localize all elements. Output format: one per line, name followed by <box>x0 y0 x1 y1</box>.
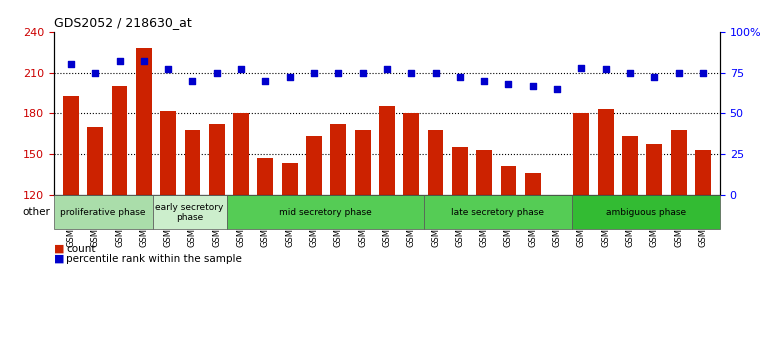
Point <box>113 58 126 64</box>
Bar <box>306 136 322 195</box>
Bar <box>209 124 225 195</box>
Bar <box>525 173 541 195</box>
Bar <box>403 113 419 195</box>
Point <box>478 78 490 84</box>
Point <box>65 62 77 67</box>
Point <box>624 70 636 75</box>
Point <box>551 86 563 92</box>
Bar <box>695 150 711 195</box>
Bar <box>500 166 517 195</box>
Bar <box>647 144 662 195</box>
Bar <box>136 48 152 195</box>
Point <box>381 67 393 72</box>
Point <box>672 70 685 75</box>
Bar <box>330 124 346 195</box>
Bar <box>87 127 103 195</box>
Bar <box>574 113 589 195</box>
Text: early secretory
phase: early secretory phase <box>156 202 224 222</box>
Point <box>162 67 174 72</box>
Bar <box>282 164 297 195</box>
Text: ▶: ▶ <box>55 207 62 217</box>
Point <box>527 83 539 88</box>
Bar <box>233 113 249 195</box>
Point <box>600 67 612 72</box>
Bar <box>379 107 395 195</box>
Text: percentile rank within the sample: percentile rank within the sample <box>66 254 242 264</box>
Text: count: count <box>66 244 95 253</box>
Point <box>308 70 320 75</box>
Bar <box>63 96 79 195</box>
Point <box>138 58 150 64</box>
Text: GDS2052 / 218630_at: GDS2052 / 218630_at <box>54 16 192 29</box>
Point <box>211 70 223 75</box>
Text: ambiguous phase: ambiguous phase <box>606 208 686 217</box>
Bar <box>477 150 492 195</box>
Bar <box>452 147 467 195</box>
Text: ■: ■ <box>54 244 65 253</box>
Bar <box>185 130 200 195</box>
Text: late secretory phase: late secretory phase <box>451 208 544 217</box>
Bar <box>427 130 444 195</box>
Point <box>332 70 344 75</box>
Point <box>89 70 102 75</box>
Point <box>186 78 199 84</box>
Bar <box>671 130 687 195</box>
Point <box>502 81 514 87</box>
Text: other: other <box>22 207 50 217</box>
Point <box>430 70 442 75</box>
Point <box>357 70 369 75</box>
Bar <box>598 109 614 195</box>
Point <box>648 75 661 80</box>
Bar <box>355 130 370 195</box>
Bar <box>160 110 176 195</box>
Bar <box>112 86 127 195</box>
Point <box>235 67 247 72</box>
Bar <box>622 136 638 195</box>
Text: proliferative phase: proliferative phase <box>61 208 146 217</box>
Text: ■: ■ <box>54 254 65 264</box>
Point <box>697 70 709 75</box>
Point <box>454 75 466 80</box>
Bar <box>257 158 273 195</box>
Point <box>259 78 272 84</box>
Point <box>405 70 417 75</box>
Text: mid secretory phase: mid secretory phase <box>279 208 372 217</box>
Point <box>575 65 588 70</box>
Point <box>283 75 296 80</box>
